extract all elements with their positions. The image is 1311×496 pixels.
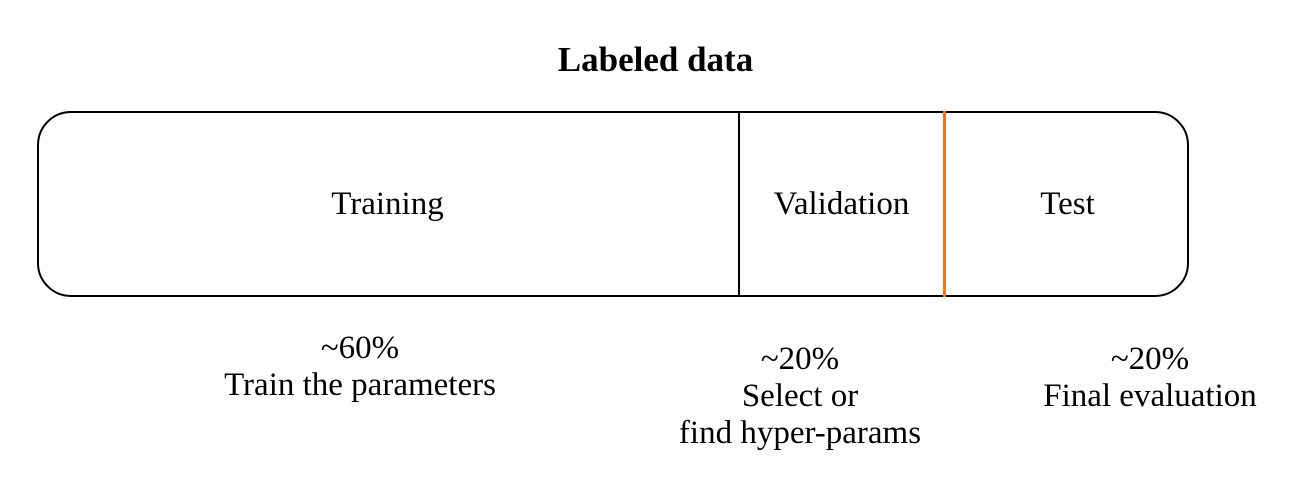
validation-segment-label: Validation	[773, 186, 910, 222]
validation-divider	[738, 111, 740, 297]
diagram-title: Labeled data	[557, 40, 754, 79]
validation-description-line-1: Select or	[741, 378, 859, 414]
test-description: Final evaluation	[1043, 378, 1257, 414]
labeled-data-bar	[37, 111, 1189, 297]
validation-note: ~20% Select or find hyper-params	[630, 341, 970, 452]
training-description: Train the parameters	[224, 367, 496, 403]
training-note: ~60% Train the parameters	[160, 330, 560, 404]
test-note: ~20% Final evaluation	[990, 341, 1310, 415]
validation-percent: ~20%	[760, 341, 840, 377]
validation-description-line-2: find hyper-params	[678, 415, 922, 451]
test-segment-label: Test	[1040, 186, 1095, 222]
test-percent: ~20%	[1110, 341, 1190, 377]
training-segment-label: Training	[331, 186, 444, 222]
training-percent: ~60%	[320, 330, 400, 366]
test-divider	[943, 111, 946, 297]
